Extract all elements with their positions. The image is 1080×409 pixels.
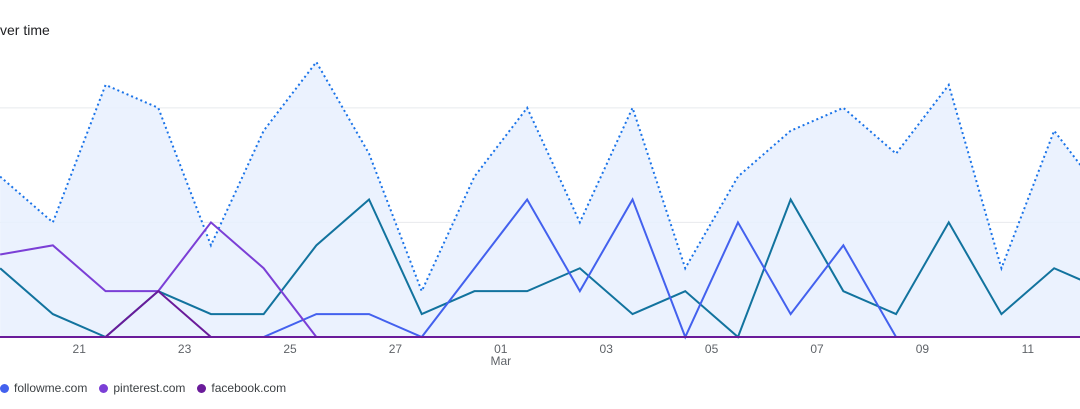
legend-item-pinterest[interactable]: pinterest.com: [99, 381, 185, 395]
x-tick-label: 23: [178, 342, 192, 356]
legend-label: facebook.com: [211, 381, 287, 395]
x-tick-label: 05: [705, 342, 719, 356]
x-tick-label: 01: [494, 342, 508, 356]
area-layer: [0, 62, 1080, 337]
legend-item-followme[interactable]: followme.com: [0, 381, 87, 395]
x-tick-label: 21: [73, 342, 87, 356]
area-fill: [0, 62, 1080, 337]
legend-label: pinterest.com: [113, 381, 186, 395]
x-tick-label: 03: [600, 342, 614, 356]
chart-title: ver time: [0, 22, 50, 38]
series-line: [0, 197, 1080, 339]
legend-swatch: [99, 383, 109, 393]
x-tick-label: 11: [1022, 342, 1035, 356]
x-tick-label: 25: [283, 342, 297, 356]
legend-label: followme.com: [14, 381, 88, 395]
legend-item-facebook[interactable]: facebook.com: [197, 381, 286, 395]
x-tick-label: 27: [389, 342, 403, 356]
series-layer: [0, 60, 1080, 340]
legend-swatch: [0, 383, 9, 393]
x-tick-label: 09: [916, 342, 930, 356]
legend: followme.com pinterest.com facebook.com: [0, 380, 298, 396]
legend-swatch: [197, 383, 207, 393]
x-tick-label: 07: [810, 342, 824, 356]
x-tick-sublabel: Mar: [490, 354, 511, 368]
